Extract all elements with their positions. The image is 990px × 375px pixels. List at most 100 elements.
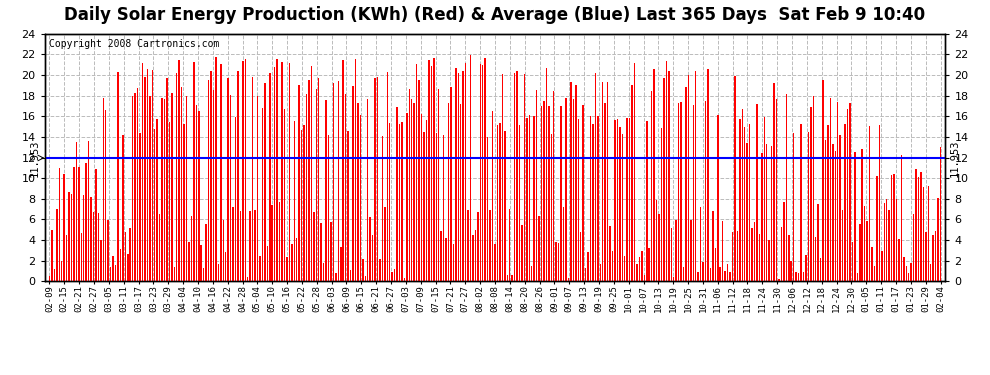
Bar: [117, 72, 119, 281]
Bar: [316, 89, 317, 281]
Bar: [740, 119, 741, 281]
Bar: [188, 242, 190, 281]
Bar: [725, 271, 726, 281]
Bar: [743, 127, 745, 281]
Bar: [379, 259, 381, 281]
Bar: [605, 103, 606, 281]
Bar: [431, 66, 432, 281]
Bar: [492, 111, 493, 281]
Bar: [517, 71, 518, 281]
Bar: [753, 222, 755, 281]
Bar: [489, 210, 491, 281]
Bar: [173, 267, 175, 281]
Bar: [851, 242, 853, 281]
Bar: [788, 235, 789, 281]
Bar: [477, 212, 478, 281]
Bar: [193, 62, 195, 281]
Bar: [707, 69, 709, 281]
Bar: [213, 90, 214, 281]
Bar: [479, 64, 481, 281]
Bar: [632, 86, 633, 281]
Bar: [658, 214, 659, 281]
Bar: [735, 76, 736, 281]
Bar: [803, 272, 804, 281]
Bar: [441, 231, 442, 281]
Bar: [137, 88, 139, 281]
Bar: [382, 136, 383, 281]
Bar: [717, 115, 719, 281]
Bar: [871, 247, 873, 281]
Bar: [374, 78, 376, 281]
Bar: [918, 177, 920, 281]
Bar: [455, 68, 456, 281]
Bar: [823, 80, 824, 281]
Bar: [587, 252, 589, 281]
Bar: [600, 264, 601, 281]
Bar: [756, 104, 757, 281]
Bar: [51, 230, 52, 281]
Bar: [274, 66, 275, 281]
Bar: [730, 272, 731, 281]
Bar: [688, 75, 689, 281]
Bar: [470, 55, 471, 281]
Bar: [333, 83, 335, 281]
Bar: [935, 231, 937, 281]
Bar: [421, 114, 423, 281]
Bar: [240, 211, 242, 281]
Bar: [648, 248, 650, 281]
Bar: [842, 210, 843, 281]
Bar: [766, 144, 767, 281]
Bar: [276, 58, 278, 281]
Bar: [142, 63, 144, 281]
Bar: [281, 62, 283, 281]
Bar: [786, 94, 787, 281]
Bar: [612, 251, 613, 281]
Bar: [881, 251, 882, 281]
Bar: [891, 175, 892, 281]
Bar: [781, 226, 782, 281]
Bar: [504, 131, 506, 281]
Bar: [151, 70, 153, 281]
Bar: [602, 82, 604, 281]
Bar: [311, 66, 312, 281]
Bar: [683, 267, 684, 281]
Bar: [318, 78, 320, 281]
Bar: [808, 132, 809, 281]
Bar: [695, 71, 697, 281]
Bar: [783, 202, 785, 281]
Bar: [482, 65, 483, 281]
Bar: [622, 134, 623, 281]
Bar: [507, 275, 508, 281]
Bar: [95, 169, 97, 281]
Bar: [790, 261, 792, 281]
Bar: [930, 264, 932, 281]
Bar: [938, 198, 939, 281]
Bar: [264, 83, 265, 281]
Bar: [660, 128, 662, 281]
Bar: [411, 99, 413, 281]
Bar: [685, 87, 687, 281]
Bar: [443, 135, 445, 281]
Bar: [700, 207, 701, 281]
Bar: [58, 168, 60, 281]
Bar: [634, 63, 636, 281]
Bar: [284, 109, 285, 281]
Text: 11.953: 11.953: [30, 139, 40, 177]
Bar: [364, 276, 366, 281]
Bar: [163, 99, 165, 281]
Bar: [833, 144, 834, 281]
Bar: [326, 100, 327, 281]
Bar: [243, 62, 244, 281]
Bar: [901, 155, 902, 281]
Bar: [298, 85, 300, 281]
Bar: [198, 111, 200, 281]
Bar: [732, 232, 734, 281]
Bar: [680, 102, 682, 281]
Bar: [424, 132, 425, 281]
Bar: [215, 57, 217, 281]
Bar: [409, 88, 410, 281]
Bar: [372, 235, 373, 281]
Bar: [132, 96, 134, 281]
Bar: [886, 200, 887, 281]
Bar: [181, 87, 182, 281]
